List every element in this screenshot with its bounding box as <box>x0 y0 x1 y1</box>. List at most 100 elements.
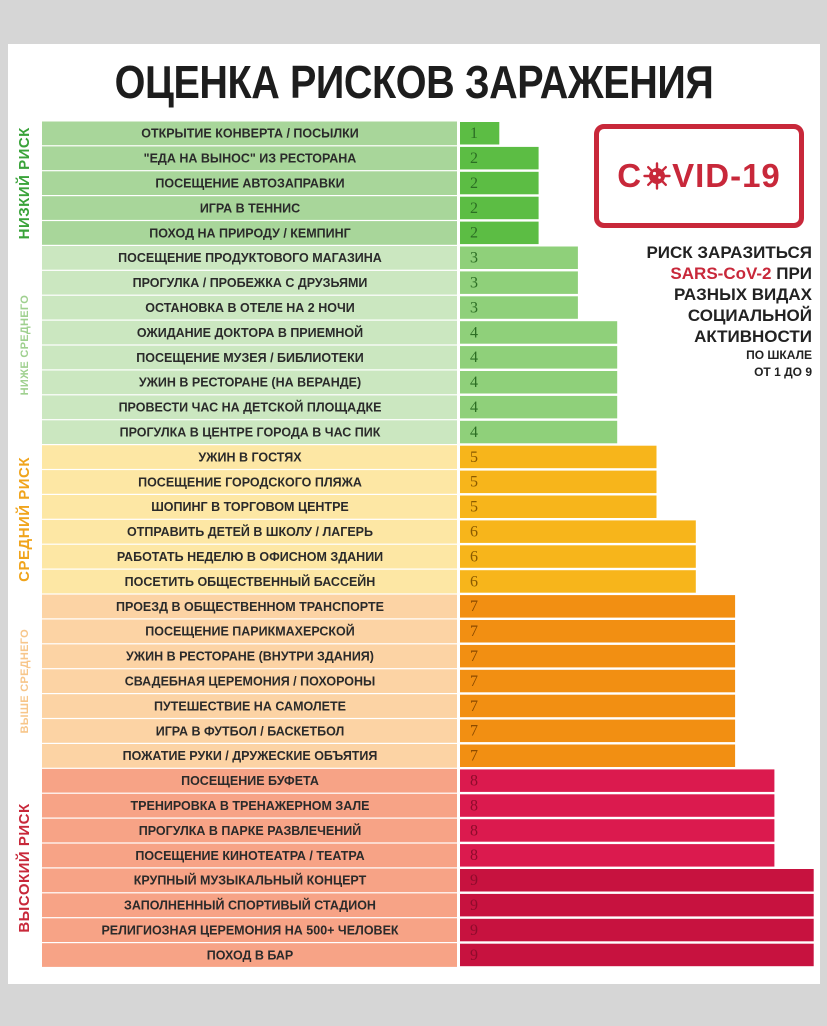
row-label: ЗАПОЛНЕННЫЙ СПОРТИВЫЙ СТАДИОН <box>124 898 376 913</box>
bar-value-label: 1 <box>470 125 478 142</box>
band-label: ВЫШЕ СРЕДНЕГО <box>19 629 31 734</box>
bar-value-label: 9 <box>470 922 478 939</box>
bar-value-label: 2 <box>470 150 478 167</box>
row-label-background <box>42 171 457 195</box>
table-row: ОСТАНОВКА В ОТЕЛЕ НА 2 НОЧИ <box>42 295 457 320</box>
bar-value-label: 7 <box>470 598 478 615</box>
bar <box>460 943 814 967</box>
row-label-background <box>42 843 457 868</box>
bar-value-label: 7 <box>470 623 478 640</box>
table-row: ПОХОД НА ПРИРОДУ / КЕМПИНГ <box>42 221 457 245</box>
covid-badge-prefix: C <box>617 157 643 194</box>
row-label: ОТКРЫТИЕ КОНВЕРТА / ПОСЫЛКИ <box>141 127 359 141</box>
table-row: ПУТЕШЕСТВИЕ НА САМОЛЕТЕ <box>42 694 457 718</box>
bar <box>460 744 736 767</box>
row-label: ТРЕНИРОВКА В ТРЕНАЖЕРНОМ ЗАЛЕ <box>131 799 370 813</box>
row-label-background <box>42 445 457 469</box>
table-row: ОЖИДАНИЕ ДОКТОРА В ПРИЕМНОЙ <box>42 320 457 345</box>
row-label: ПОСЕЩЕНИЕ АВТОЗАПРАВКИ <box>155 177 344 191</box>
bar <box>460 844 775 867</box>
table-row: "ЕДА НА ВЫНОС" ИЗ РЕСТОРАНА <box>42 146 457 171</box>
band-2: НИЖЕ СРЕДНЕГО <box>19 295 31 396</box>
table-row: ПОСЕЩЕНИЕ ПРОДУКТОВОГО МАГАЗИНА <box>42 246 457 270</box>
row-label: ПОСЕТИТЬ ОБЩЕСТВЕННЫЙ БАССЕЙН <box>125 574 376 589</box>
bar <box>460 545 696 568</box>
row-label: ПОСЕЩЕНИЕ БУФЕТА <box>181 774 319 788</box>
row-label-background <box>42 818 457 843</box>
band-3: СРЕДНИЙ РИСК <box>15 457 33 582</box>
table-row: ПОСЕТИТЬ ОБЩЕСТВЕННЫЙ БАССЕЙН <box>42 569 457 594</box>
side-note-line-2: SARS-CoV-2 ПРИ <box>602 263 812 284</box>
bar <box>460 445 657 469</box>
row-label: ОСТАНОВКА В ОТЕЛЕ НА 2 НОЧИ <box>145 301 354 315</box>
table-row: ПОСЕЩЕНИЕ АВТОЗАПРАВКИ <box>42 171 457 195</box>
row-label: ПРОГУЛКА В ЦЕНТРЕ ГОРОДА В ЧАС ПИК <box>120 426 381 440</box>
bar <box>460 296 578 319</box>
bar-value-label: 8 <box>470 822 478 839</box>
virus-icon <box>643 162 671 190</box>
bar <box>460 470 657 494</box>
bar <box>460 918 814 942</box>
row-label-background <box>42 395 457 420</box>
bar-value-label: 4 <box>470 324 478 341</box>
table-row: УЖИН В РЕСТОРАНЕ (ВНУТРИ ЗДАНИЯ) <box>42 644 457 669</box>
row-label-background <box>42 470 457 494</box>
row-label: ИГРА В ФУТБОЛ / БАСКЕТБОЛ <box>156 724 345 738</box>
side-note-virus-name: SARS-CoV-2 <box>670 264 772 283</box>
bar <box>460 495 657 518</box>
row-label: ПОЖАТИЕ РУКИ / ДРУЖЕСКИЕ ОБЪЯТИЯ <box>123 749 378 763</box>
row-label: ПОХОД В БАР <box>207 948 294 962</box>
table-row: ПОСЕЩЕНИЕ БУФЕТА <box>42 768 457 793</box>
row-label-background <box>42 768 457 793</box>
bar-value-label: 7 <box>470 648 478 665</box>
row-label-background <box>42 918 457 942</box>
infographic-frame: ОЦЕНКА РИСКОВ ЗАРАЖЕНИЯ НИЗКИЙ РИСК НИЖЕ … <box>8 44 820 984</box>
bar-value-label: 7 <box>470 748 478 765</box>
bar <box>460 196 539 220</box>
row-label-background <box>42 619 457 644</box>
table-row: ПРОЕЗД В ОБЩЕСТВЕННОМ ТРАНСПОРТЕ <box>42 594 457 619</box>
bar-value-label: 5 <box>470 474 478 491</box>
bar-value-label: 6 <box>470 524 478 541</box>
row-label-background <box>42 121 457 146</box>
bar <box>460 346 618 369</box>
table-row: РАБОТАТЬ НЕДЕЛЮ В ОФИСНОМ ЗДАНИИ <box>42 544 457 569</box>
table-row: ИГРА В ФУТБОЛ / БАСКЕТБОЛ <box>42 719 457 743</box>
table-row: ПРОВЕСТИ ЧАС НА ДЕТСКОЙ ПЛОЩАДКЕ <box>42 395 457 420</box>
bar <box>460 271 578 294</box>
side-note-line-3: РАЗНЫХ ВИДАХ <box>674 285 812 304</box>
row-label: РАБОТАТЬ НЕДЕЛЮ В ОФИСНОМ ЗДАНИИ <box>117 550 383 564</box>
row-label: КРУПНЫЙ МУЗЫКАЛЬНЫЙ КОНЦЕРТ <box>134 873 367 888</box>
row-label: ПОСЕЩЕНИЕ ПАРИКМАХЕРСКОЙ <box>145 624 354 639</box>
bar <box>460 146 539 170</box>
row-label: ПОСЕЩЕНИЕ КИНОТЕАТРА / ТЕАТРА <box>135 849 364 863</box>
row-label-background <box>42 495 457 519</box>
row-label: ИГРА В ТЕННИС <box>200 201 300 215</box>
row-label-background <box>42 719 457 743</box>
bar-value-label: 4 <box>470 424 478 441</box>
bar-value-label: 3 <box>470 275 478 292</box>
bar-value-label: 4 <box>470 349 478 366</box>
row-label-background <box>42 694 457 718</box>
row-label-background <box>42 196 457 220</box>
band-label: НИЖЕ СРЕДНЕГО <box>19 295 31 396</box>
row-label: ПОСЕЩЕНИЕ ГОРОДСКОГО ПЛЯЖА <box>138 475 362 489</box>
bar <box>460 171 539 195</box>
band-5: ВЫСОКИЙ РИСК <box>15 803 33 933</box>
bar <box>460 420 618 444</box>
row-label: ШОПИНГ В ТОРГОВОМ ЦЕНТРЕ <box>151 500 349 514</box>
covid-badge-suffix: VID-19 <box>672 157 781 194</box>
row-label: ПОСЕЩЕНИЕ МУЗЕЯ / БИБЛИОТЕКИ <box>136 351 363 365</box>
bar <box>460 694 736 718</box>
bar <box>460 246 578 269</box>
row-label: ОТПРАВИТЬ ДЕТЕЙ В ШКОЛУ / ЛАГЕРЬ <box>127 524 373 539</box>
row-label-background <box>42 320 457 345</box>
bar-value-label: 8 <box>470 847 478 864</box>
rows-layer: ОТКРЫТИЕ КОНВЕРТА / ПОСЫЛКИ "ЕДА НА ВЫНОС… <box>42 121 457 967</box>
bar-value-label: 5 <box>470 449 478 466</box>
bar-value-label: 2 <box>470 225 478 242</box>
table-row: СВАДЕБНАЯ ЦЕРЕМОНИЯ / ПОХОРОНЫ <box>42 669 457 693</box>
bar-value-label: 6 <box>470 573 478 590</box>
band-4: ВЫШЕ СРЕДНЕГО <box>19 629 31 734</box>
bar <box>460 595 736 618</box>
